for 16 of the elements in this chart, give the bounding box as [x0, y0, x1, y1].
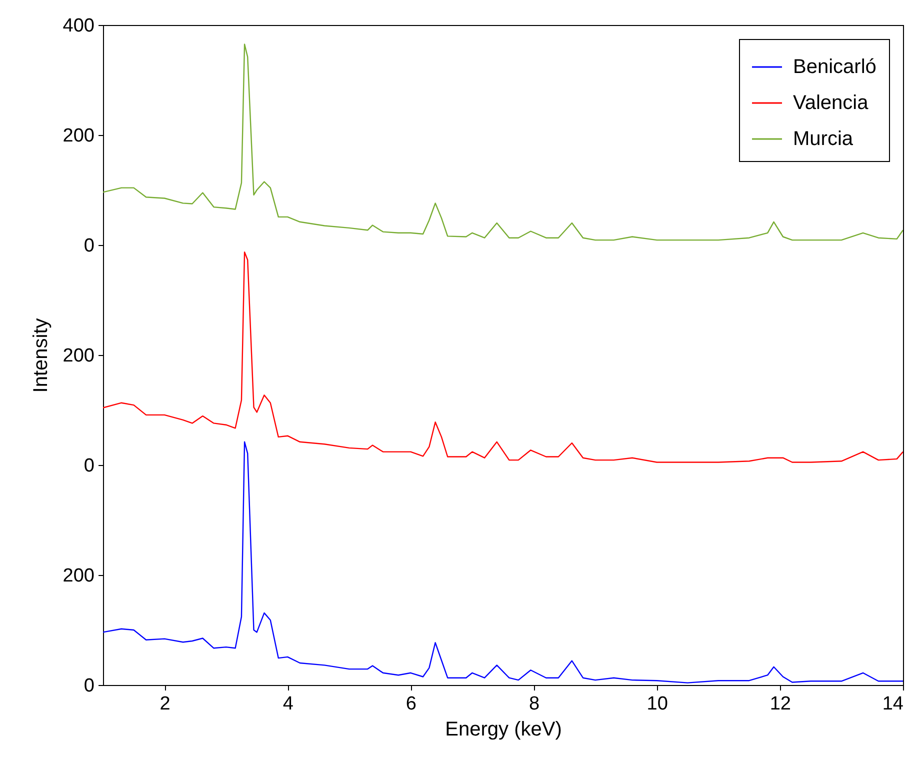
x-tick-label: 14 [882, 694, 904, 714]
line-series [103, 44, 903, 241]
line-series [103, 441, 903, 684]
x-tick-label: 4 [282, 694, 294, 714]
x-tick-label: 6 [406, 694, 416, 714]
x-tick-label: 8 [528, 694, 540, 714]
line-series [103, 252, 903, 463]
legend-label: Murcia [793, 128, 854, 150]
x-tick-label: 2 [160, 694, 170, 714]
x-tick-label: 10 [646, 694, 668, 714]
x-tick-label: 12 [770, 694, 791, 714]
legend-label: Benicarló [793, 56, 876, 78]
legend-label: Valencia [793, 92, 870, 114]
x-axis-title: Energy (keV) [445, 718, 562, 740]
y3-tick-label: 400 [62, 16, 94, 36]
y2-axis-title: Intensity [30, 318, 52, 393]
